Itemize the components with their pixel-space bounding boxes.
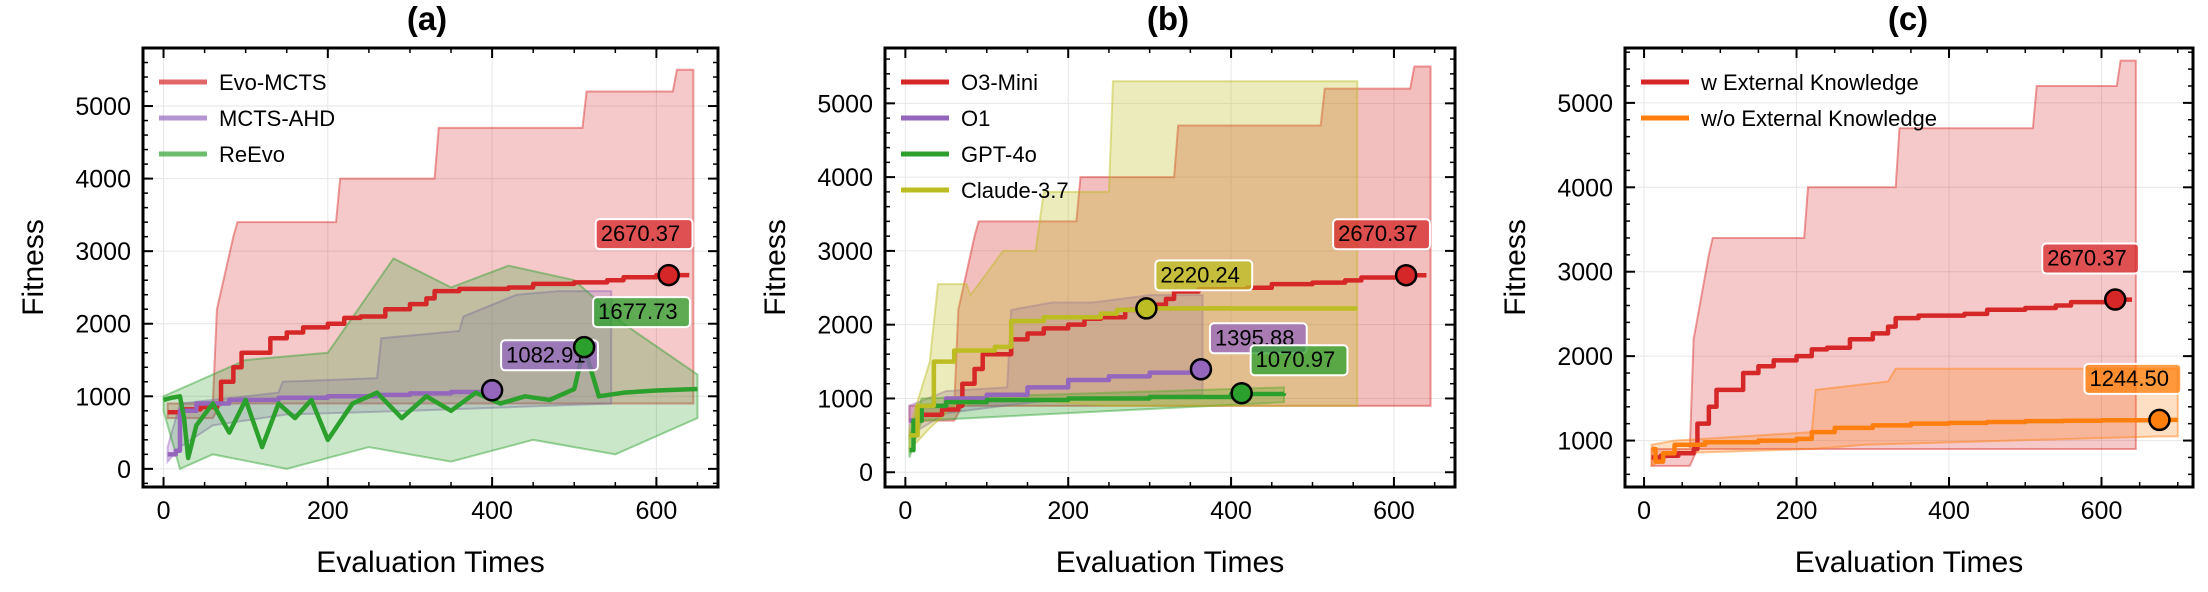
annotation-box	[1332, 218, 1431, 251]
legend: Evo-MCTS MCTS-AHD ReEvo	[159, 70, 335, 167]
x-tick-label: 200	[307, 497, 349, 525]
y-tick-label: 5000	[817, 90, 873, 118]
legend-label: w/o External Knowledge	[1700, 106, 1937, 131]
series-line-mcts-ahd	[167, 389, 495, 457]
legend-label: Evo-MCTS	[219, 70, 327, 95]
legend-label: GPT-4o	[961, 142, 1037, 167]
y-tick-label: 4000	[817, 164, 873, 192]
annotation-box	[2041, 242, 2141, 275]
best-marker	[657, 263, 680, 287]
annotation-box	[594, 218, 694, 251]
x-tick-label: 600	[1373, 497, 1415, 525]
x-tick-label: 600	[2081, 497, 2123, 525]
y-tick-label: 0	[117, 456, 131, 484]
band-gpt-4o	[908, 386, 1285, 458]
ticks: 0 200 400 600 1000 2000 3000 4000 5000	[1557, 48, 2193, 525]
legend-label: O1	[961, 106, 990, 131]
annotation-box	[1249, 344, 1349, 377]
x-tick-label: 400	[471, 497, 513, 525]
x-tick-label: 600	[636, 497, 678, 525]
axes-frame	[1623, 46, 2195, 489]
panel-a-title: (a)	[407, 0, 447, 37]
best-marker	[572, 335, 596, 359]
y-tick-label: 3000	[1557, 259, 1613, 287]
annotation-label: 2220.24	[1160, 262, 1240, 287]
x-tick-label: 0	[898, 497, 912, 525]
y-tick-label: 5000	[75, 93, 131, 121]
legend-label: Claude-3.7	[961, 178, 1069, 203]
axes-frame	[883, 46, 1457, 489]
best-marker	[480, 379, 504, 402]
panel-b-plot: 0 200 400 600 0 1000 2000 3000 4000 5000 Evaluatio…	[759, 46, 1457, 579]
best-marker	[2148, 408, 2171, 432]
y-tick-label: 3000	[75, 238, 131, 266]
annotation-box	[592, 296, 691, 329]
axes-frame	[141, 46, 720, 489]
panel-c: (c) 0 200 400 600 1000 2000 3000 4000 5000 Evalua…	[1499, 0, 2195, 579]
x-tick-label: 400	[1210, 497, 1252, 525]
y-axis-label: Fitness	[1499, 219, 1532, 316]
annotation-label: 2670.37	[1338, 221, 1418, 246]
x-axis-label: Evaluation Times	[316, 546, 544, 579]
legend-label: w External Knowledge	[1700, 70, 1919, 95]
ticks: 0 200 400 600 0 1000 2000 3000 4000 5000	[75, 47, 718, 525]
legend-label: ReEvo	[219, 142, 285, 167]
annotation-label: 1070.97	[1256, 347, 1336, 372]
best-marker	[1135, 297, 1158, 320]
x-axis-label: Evaluation Times	[1795, 546, 2023, 579]
y-axis-label: Fitness	[759, 219, 792, 316]
x-axis-label: Evaluation Times	[1056, 546, 1284, 579]
y-tick-label: 3000	[817, 238, 873, 266]
annotation-label: 2670.37	[601, 221, 681, 246]
panel-b-title: (b)	[1147, 0, 1189, 37]
annotation-label: 1244.50	[2089, 366, 2169, 391]
y-tick-label: 5000	[1557, 90, 1613, 118]
y-tick-label: 2000	[817, 312, 873, 340]
x-tick-label: 0	[157, 497, 171, 525]
panel-c-title: (c)	[1888, 0, 1928, 37]
y-tick-label: 2000	[75, 311, 131, 339]
best-marker	[2103, 288, 2127, 311]
plot-area	[1650, 59, 2179, 468]
annotation-label: 1677.73	[598, 299, 678, 324]
x-tick-label: 400	[1928, 497, 1970, 525]
best-marker	[1394, 263, 1418, 287]
y-tick-label: 0	[859, 459, 873, 487]
panel-b: (b) 0 200 400 600 0 1000 2000 3000 4000 5000 Evalu…	[759, 0, 1457, 579]
series-line-w-external-knowledge	[1651, 297, 2133, 462]
legend-label: O3-Mini	[961, 70, 1038, 95]
y-tick-label: 2000	[1557, 343, 1613, 371]
x-tick-label: 200	[1047, 497, 1089, 525]
y-tick-label: 4000	[75, 166, 131, 194]
y-tick-label: 1000	[817, 385, 873, 413]
legend: O3-Mini O1 GPT-4o Claude-3.7	[901, 70, 1069, 203]
series-line-evo-mcts	[167, 272, 690, 415]
series-line-reevo	[162, 344, 698, 461]
band-mcts-ahd	[166, 290, 613, 465]
plot-area	[162, 68, 699, 471]
best-marker	[1230, 381, 1253, 405]
panel-c-plot: 0 200 400 600 1000 2000 3000 4000 5000 Evaluation…	[1499, 46, 2195, 579]
annotation-label: 1082.91	[506, 342, 586, 367]
panel-a: (a) 0 200 400 600 0 1000 2000 3000 4000 5000 Evalu…	[17, 0, 720, 579]
y-axis-label: Fitness	[17, 219, 50, 316]
y-tick-label: 4000	[1557, 174, 1613, 202]
y-tick-label: 1000	[75, 383, 131, 411]
best-marker	[1189, 358, 1213, 381]
panel-a-plot: 0 200 400 600 0 1000 2000 3000 4000 5000 Evaluatio…	[17, 46, 720, 579]
legend-label: MCTS-AHD	[219, 106, 335, 131]
annotation-box	[2083, 362, 2183, 395]
y-tick-label: 1000	[1557, 428, 1613, 456]
x-tick-label: 200	[1776, 497, 1818, 525]
series-line-w-o-external-knowledge	[1651, 417, 2178, 464]
ticks: 0 200 400 600 0 1000 2000 3000 4000 5000	[817, 48, 1455, 525]
annotation-box	[1154, 259, 1254, 292]
grid	[1625, 48, 2193, 487]
legend: w External Knowledge w/o External Knowled…	[1641, 70, 1937, 131]
x-tick-label: 0	[1637, 497, 1651, 525]
annotation-label: 2670.37	[2047, 246, 2127, 271]
